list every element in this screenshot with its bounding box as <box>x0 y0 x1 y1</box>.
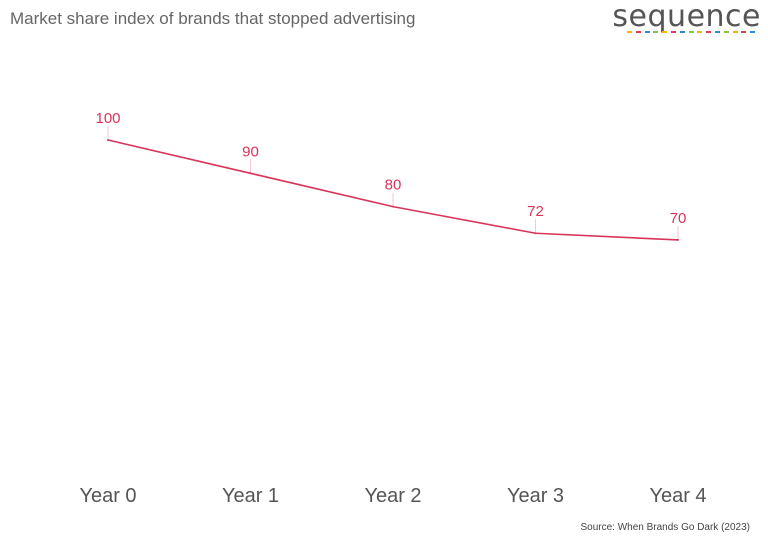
logo-dash <box>688 31 694 33</box>
logo-dash <box>644 31 650 33</box>
logo-dash <box>715 31 720 33</box>
x-tick-label: Year 2 <box>364 485 421 507</box>
logo-dashes <box>627 31 759 35</box>
logo-dash <box>741 31 747 33</box>
logo-dash <box>653 31 659 33</box>
logo-dash <box>679 31 685 33</box>
x-tick-label: Year 1 <box>222 485 279 507</box>
data-label: 90 <box>242 143 259 160</box>
logo-text: sequence <box>612 0 761 34</box>
data-labels: 100 90 80 72 70 <box>95 110 686 227</box>
data-point <box>249 172 252 175</box>
x-tick-label: Year 4 <box>649 485 706 507</box>
data-point <box>677 238 679 241</box>
series-points <box>107 126 679 241</box>
logo-dash <box>706 31 712 33</box>
data-point <box>107 139 109 141</box>
logo-dash <box>635 31 641 33</box>
logo-dash <box>750 31 756 33</box>
logo-dash <box>627 31 632 33</box>
x-tick-labels: Year 0 Year 1 Year 2 Year 3 Year 4 <box>79 485 706 507</box>
logo-dash <box>732 31 738 33</box>
source-note: Source: When Brands Go Dark (2023) <box>580 522 750 533</box>
logo-dash <box>671 31 676 33</box>
data-label: 70 <box>670 210 687 227</box>
data-point <box>534 232 537 235</box>
data-label: 100 <box>95 110 120 127</box>
x-tick-label: Year 0 <box>79 485 136 507</box>
sequence-logo: sequence <box>612 0 761 44</box>
logo-dash <box>662 31 668 33</box>
logo-dash <box>697 31 703 33</box>
data-point <box>392 205 394 208</box>
x-tick-label: Year 3 <box>507 485 564 507</box>
chart-title: Market share index of brands that stoppe… <box>10 9 416 28</box>
data-label: 80 <box>385 177 402 194</box>
logo-dash <box>723 31 729 33</box>
data-label: 72 <box>527 203 544 220</box>
